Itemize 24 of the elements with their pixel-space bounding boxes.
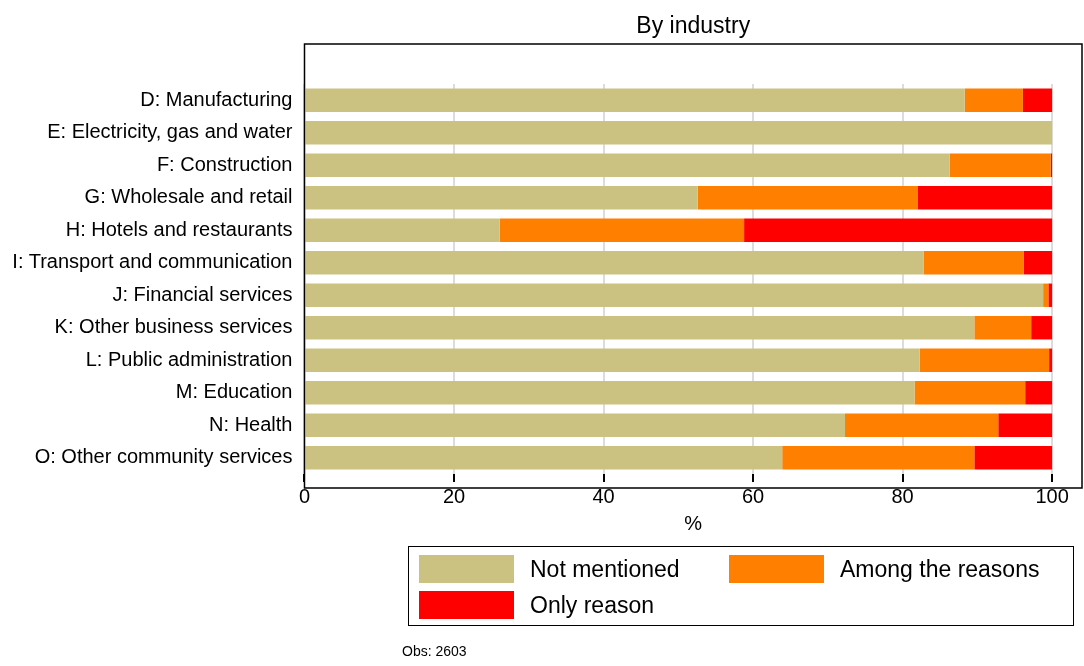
x-tick-label: 80 (891, 484, 914, 507)
x-tick-label: 20 (442, 484, 466, 507)
y-tick-label: J: Financial services (112, 282, 293, 305)
y-tick-label: K: Other business services (54, 315, 293, 338)
x-tick-label: 40 (592, 484, 615, 507)
text: Obs: 2603 (402, 643, 467, 659)
y-tick-label: G: Wholesale and retail (84, 185, 293, 208)
y-tick-label: O: Other community services (34, 445, 293, 468)
legend-label: Among the reasons (840, 555, 1040, 583)
y-tick-label: M: Education (175, 380, 293, 403)
y-tick-label: D: Manufacturing (140, 87, 293, 110)
legend-label: Only reason (530, 591, 655, 619)
x-tick-label: 100 (1035, 484, 1069, 507)
y-tick-label: F: Construction (156, 152, 293, 175)
y-tick-label: H: Hotels and restaurants (65, 217, 293, 240)
y-tick-label: I: Transport and communication (12, 250, 293, 273)
chart-subtitle: By industry (636, 11, 751, 38)
y-tick-label: N: Health (209, 412, 293, 435)
x-tick-label: 0 (298, 484, 311, 507)
legend-label: Not mentioned (530, 555, 680, 583)
x-axis-title: % (684, 511, 703, 534)
x-tick-label: 60 (741, 484, 765, 507)
y-tick-label: L: Public administration (85, 347, 293, 370)
y-tick-label: E: Electricity, gas and water (47, 120, 293, 143)
